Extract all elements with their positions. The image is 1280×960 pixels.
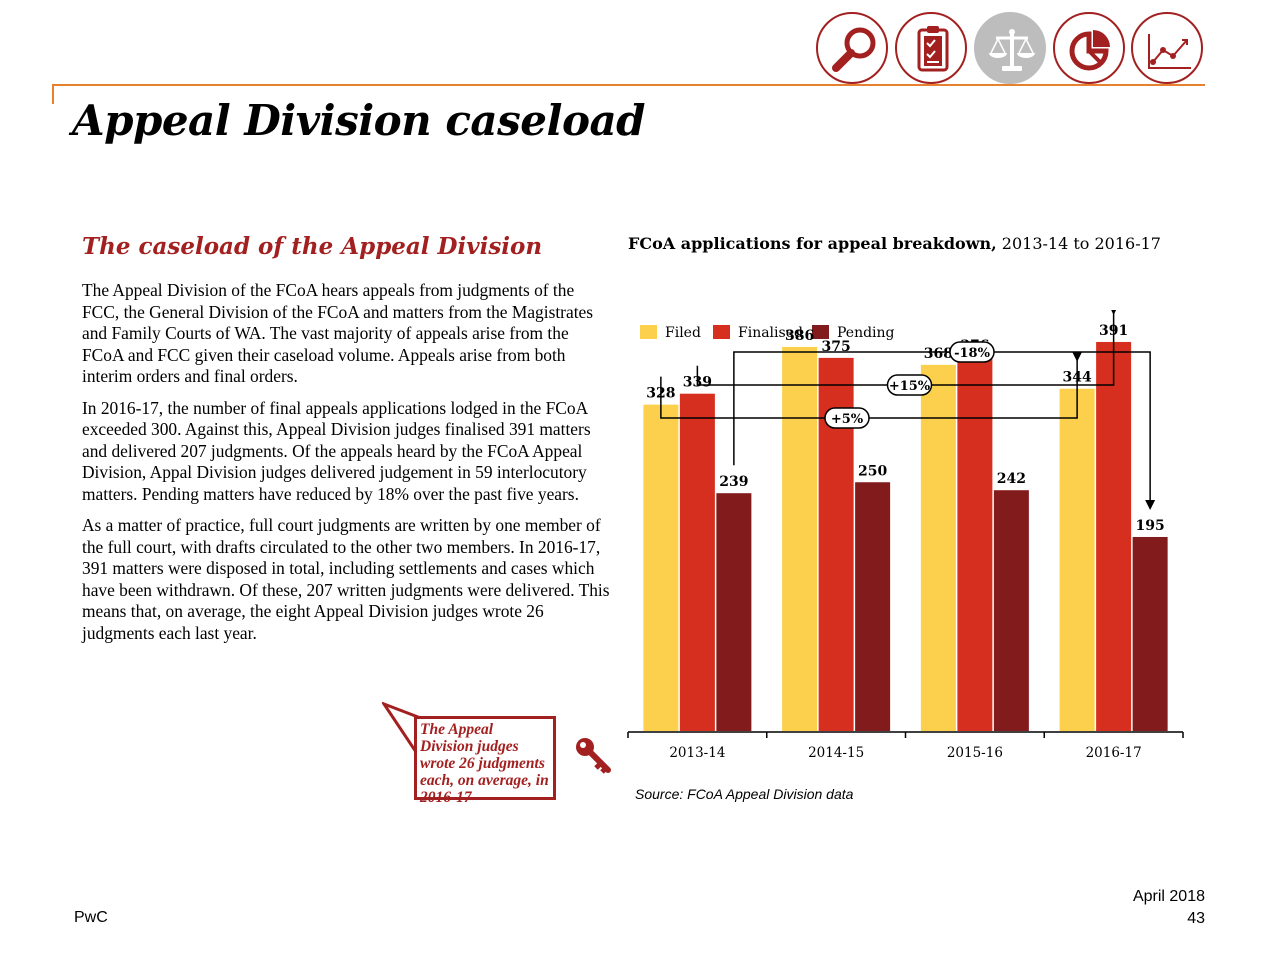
- x-tick-label-2016-17: 2016-17: [1086, 745, 1142, 761]
- data-label-pending-2014-15: 250: [858, 463, 887, 479]
- chart-title-bold: FCoA applications for appeal breakdown,: [628, 234, 997, 253]
- annotation-pill-pending: [949, 341, 995, 363]
- bar-finalised-2015-16: [957, 356, 993, 731]
- annotation-label-pending: -18%: [954, 346, 990, 361]
- magnifier-icon[interactable]: [816, 12, 888, 84]
- data-label-filed-2014-15: 386: [785, 328, 814, 344]
- footer-date: April 2018: [1132, 888, 1205, 905]
- bar-finalised-2016-17: [1096, 341, 1132, 731]
- page-title: Appeal Division caseload: [72, 96, 646, 145]
- bar-filed-2015-16: [920, 364, 956, 731]
- body-paragraph-3: As a matter of practice, full court judg…: [82, 515, 610, 643]
- footer-brand: PwC: [74, 909, 108, 926]
- clipboard-checklist-icon[interactable]: [895, 12, 967, 84]
- footer-meta: April 2018 43: [1133, 886, 1205, 930]
- header-rule: [52, 84, 1205, 86]
- source-note: Source: FCoA Appeal Division data: [635, 786, 854, 802]
- data-label-pending-2015-16: 242: [997, 471, 1026, 487]
- annotation-pill-filed: [824, 407, 870, 429]
- bar-chart: Filed Finalised Pending3283392392013-14386…: [627, 310, 1184, 761]
- bar-pending-2015-16: [993, 490, 1029, 731]
- chart-title-regular: 2013-14 to 2016-17: [996, 234, 1161, 253]
- data-label-pending-2013-14: 239: [719, 474, 748, 490]
- body-paragraph-1: The Appeal Division of the FCoA hears ap…: [82, 280, 594, 386]
- pie-chart-icon[interactable]: [1053, 12, 1125, 84]
- bar-finalised-2013-14: [679, 393, 715, 731]
- legend-label-finalised: Finalised: [738, 325, 803, 341]
- legend-swatch-filed: [640, 325, 657, 339]
- legend-swatch-finalised: [713, 325, 730, 339]
- annotation-arrow-finalised: [1111, 310, 1117, 315]
- annotation-arrow-pending: [1145, 499, 1156, 510]
- line-chart-icon[interactable]: [1131, 12, 1203, 84]
- callout-box: The Appeal Division judges wrote 26 judg…: [414, 716, 556, 806]
- bar-pending-2014-15: [855, 482, 891, 731]
- scales-icon[interactable]: [974, 12, 1046, 84]
- section-title: The caseload of the Appeal Division: [82, 233, 543, 260]
- x-tick-label-2015-16: 2015-16: [947, 745, 1003, 761]
- data-label-filed-2015-16: 368: [924, 346, 953, 362]
- legend-swatch-pending: [812, 325, 829, 339]
- header-rule-tick: [52, 84, 54, 104]
- bar-filed-2013-14: [643, 404, 679, 731]
- x-tick-label-2014-15: 2014-15: [808, 745, 864, 761]
- annotation-bracket-finalised: [696, 310, 1115, 386]
- bar-filed-2014-15: [782, 346, 818, 731]
- annotation-label-finalised: +15%: [889, 379, 931, 394]
- legend-label-filed: Filed: [665, 325, 701, 341]
- chart-title: FCoA applications for appeal breakdown, …: [628, 234, 1161, 253]
- legend-label-pending: Pending: [837, 325, 895, 341]
- annotation-label-filed: +5%: [831, 412, 864, 427]
- data-label-pending-2016-17: 195: [1136, 518, 1165, 534]
- bar-filed-2016-17: [1059, 388, 1095, 731]
- body-text: The Appeal Division of the FCoA hears ap…: [82, 280, 612, 654]
- annotation-arrow-filed: [1072, 351, 1083, 362]
- footer-page-number: 43: [1187, 910, 1205, 927]
- bar-pending-2013-14: [716, 493, 752, 731]
- annotation-bracket-pending: [733, 351, 1151, 501]
- key-icon: [576, 738, 611, 774]
- x-tick-label-2013-14: 2013-14: [669, 745, 725, 761]
- bar-pending-2016-17: [1132, 536, 1168, 731]
- data-label-finalised-2014-15: 375: [822, 339, 851, 355]
- annotation-pill-finalised: [886, 374, 933, 396]
- body-paragraph-2: In 2016-17, the number of final appeals …: [82, 397, 591, 504]
